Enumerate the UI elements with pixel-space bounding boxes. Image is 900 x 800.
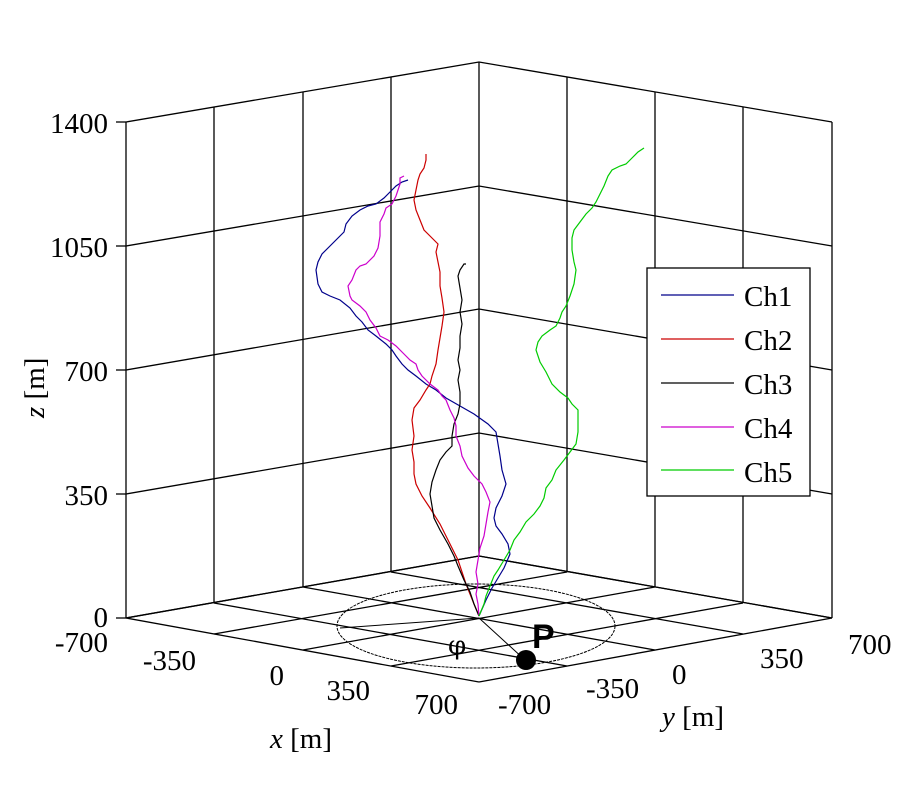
z-axis-label: z [m] xyxy=(19,358,51,419)
legend-box xyxy=(646,267,811,497)
z-tick: 350 xyxy=(65,480,109,512)
legend-item-ch2: Ch2 xyxy=(661,325,792,357)
point-p-label: P xyxy=(532,618,555,656)
series-ch5 xyxy=(478,147,645,617)
legend-item-ch1: Ch1 xyxy=(661,281,792,313)
x-tick-labels: -700 -350 0 350 700 xyxy=(55,627,458,721)
z-tick: 1050 xyxy=(50,232,108,264)
x-tick: 700 xyxy=(415,689,459,721)
legend: Ch1 Ch2 Ch3 Ch4 Ch5 xyxy=(646,267,811,497)
z-tick-labels: 1400 1050 700 350 0 xyxy=(50,108,108,634)
y-tick: 700 xyxy=(848,629,892,661)
legend-label: Ch1 xyxy=(744,281,792,313)
y-axis-label: y [m] xyxy=(659,701,724,733)
z-tick: 1400 xyxy=(50,108,108,140)
x-axis-label: x [m] xyxy=(269,723,332,755)
legend-item-ch3: Ch3 xyxy=(661,369,792,401)
legend-item-ch4: Ch4 xyxy=(661,413,793,445)
series-ch1 xyxy=(315,179,511,617)
y-tick: 350 xyxy=(760,643,804,675)
trajectories xyxy=(315,147,645,617)
series-ch4 xyxy=(347,175,491,617)
y-tick: 0 xyxy=(672,659,687,691)
y-tick-labels: -700 -350 0 350 700 xyxy=(498,629,892,721)
x-tick: 350 xyxy=(327,675,371,707)
tick-marks xyxy=(116,121,126,619)
x-tick: 0 xyxy=(270,660,285,692)
legend-label: Ch2 xyxy=(744,325,792,357)
x-tick: -350 xyxy=(143,645,196,677)
floor-grid xyxy=(125,555,833,683)
x-tick: -700 xyxy=(55,627,108,659)
legend-label: Ch5 xyxy=(744,457,792,489)
series-ch2 xyxy=(411,154,480,617)
legend-item-ch5: Ch5 xyxy=(661,457,792,489)
point-p-marker xyxy=(516,650,536,670)
y-tick: -700 xyxy=(498,689,551,721)
legend-label: Ch4 xyxy=(744,413,793,445)
ground-circle xyxy=(336,583,616,670)
z-tick: 0 xyxy=(94,602,109,634)
y-tick: -350 xyxy=(586,673,639,705)
phi-label: φ xyxy=(448,631,466,661)
legend-label: Ch3 xyxy=(744,369,792,401)
series-ch3 xyxy=(429,263,480,617)
z-tick: 700 xyxy=(65,356,109,388)
